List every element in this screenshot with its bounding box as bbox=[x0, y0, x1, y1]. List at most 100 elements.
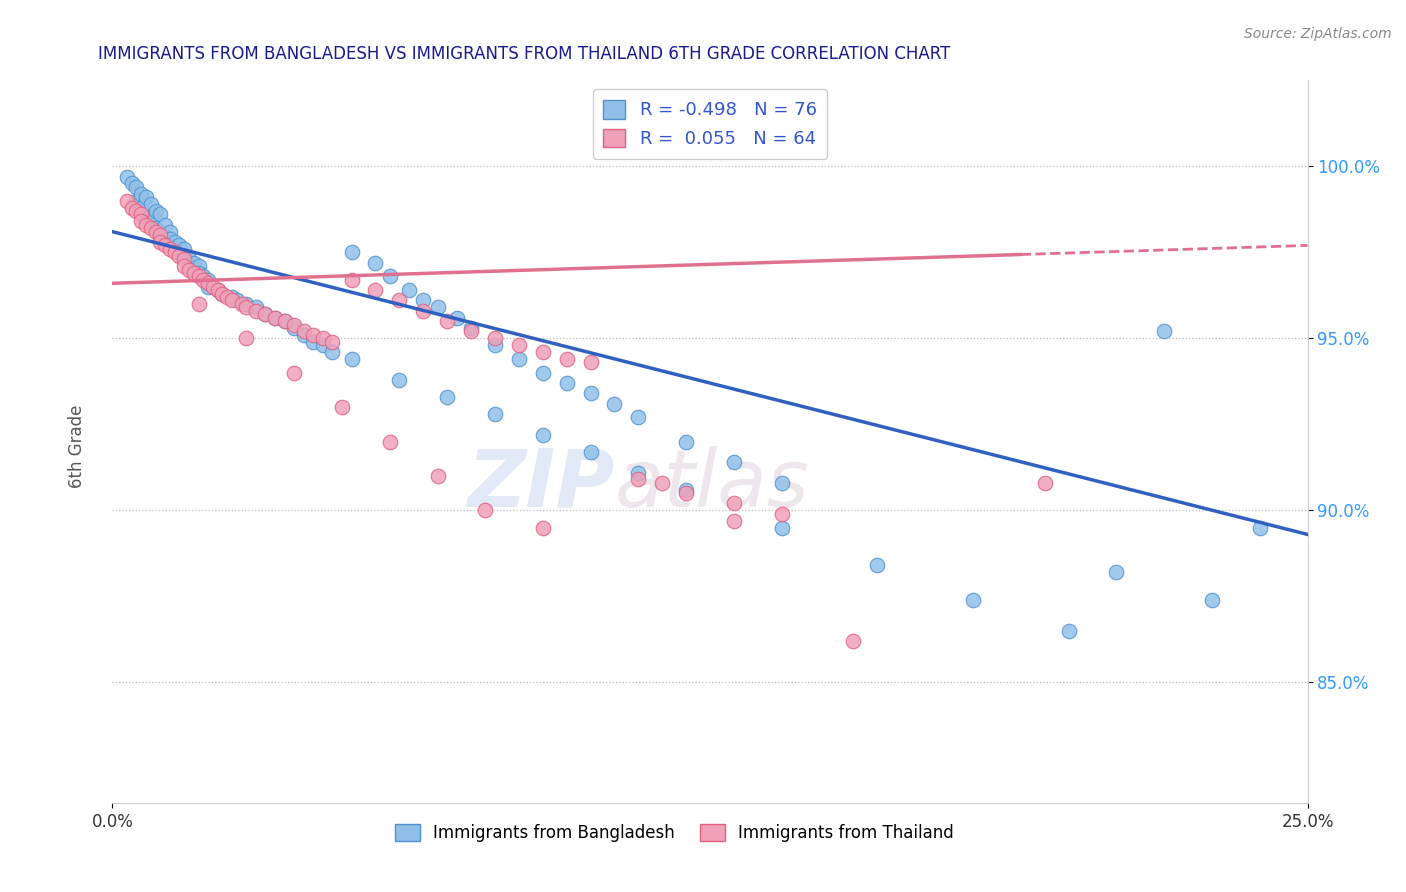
Point bbox=[129, 186, 152, 201]
Point bbox=[302, 334, 325, 349]
Point bbox=[129, 207, 152, 221]
Point bbox=[723, 455, 745, 469]
Point bbox=[770, 475, 793, 490]
Point bbox=[436, 390, 458, 404]
Point bbox=[139, 221, 162, 235]
Point bbox=[125, 180, 148, 194]
Point bbox=[159, 225, 181, 239]
Point bbox=[125, 194, 148, 208]
Point bbox=[235, 297, 257, 311]
Point bbox=[378, 269, 401, 284]
Point bbox=[723, 514, 745, 528]
Point bbox=[149, 228, 172, 243]
Point bbox=[207, 283, 229, 297]
Point bbox=[135, 211, 157, 225]
Point bbox=[173, 249, 195, 263]
Point bbox=[531, 520, 554, 534]
Point bbox=[436, 314, 458, 328]
Point bbox=[675, 486, 697, 500]
Point bbox=[330, 400, 353, 414]
Point bbox=[254, 307, 277, 321]
Point bbox=[121, 177, 143, 191]
Point bbox=[264, 310, 287, 325]
Point bbox=[460, 321, 482, 335]
Point bbox=[312, 331, 335, 345]
Point bbox=[187, 269, 209, 284]
Point bbox=[145, 221, 167, 235]
Point bbox=[723, 496, 745, 510]
Text: IMMIGRANTS FROM BANGLADESH VS IMMIGRANTS FROM THAILAND 6TH GRADE CORRELATION CHA: IMMIGRANTS FROM BANGLADESH VS IMMIGRANTS… bbox=[98, 45, 950, 62]
Point bbox=[426, 469, 449, 483]
Point bbox=[484, 331, 506, 345]
Point bbox=[770, 520, 793, 534]
Point bbox=[426, 301, 449, 315]
Point bbox=[302, 327, 325, 342]
Point bbox=[378, 434, 401, 449]
Point bbox=[842, 634, 865, 648]
Point bbox=[135, 190, 157, 204]
Point bbox=[627, 472, 650, 486]
Point bbox=[283, 318, 305, 332]
Point bbox=[292, 325, 315, 339]
Point bbox=[603, 397, 626, 411]
Point bbox=[962, 592, 984, 607]
Point bbox=[321, 345, 343, 359]
Point bbox=[555, 351, 578, 366]
Point bbox=[197, 273, 219, 287]
Point bbox=[283, 366, 305, 380]
Point bbox=[225, 293, 247, 308]
Point bbox=[627, 410, 650, 425]
Point bbox=[651, 475, 673, 490]
Point bbox=[292, 327, 315, 342]
Point bbox=[1153, 325, 1175, 339]
Point bbox=[579, 445, 602, 459]
Point bbox=[149, 228, 172, 243]
Point bbox=[245, 303, 267, 318]
Point bbox=[139, 197, 162, 211]
Point bbox=[1105, 566, 1128, 580]
Text: atlas: atlas bbox=[614, 446, 810, 524]
Point bbox=[1033, 475, 1056, 490]
Point bbox=[197, 277, 219, 291]
Point bbox=[484, 338, 506, 352]
Point bbox=[159, 242, 181, 256]
Point bbox=[484, 407, 506, 421]
Point bbox=[312, 338, 335, 352]
Point bbox=[675, 483, 697, 497]
Point bbox=[675, 434, 697, 449]
Point bbox=[254, 307, 277, 321]
Point bbox=[273, 314, 295, 328]
Point bbox=[149, 207, 172, 221]
Point bbox=[201, 279, 224, 293]
Point bbox=[579, 386, 602, 401]
Point bbox=[770, 507, 793, 521]
Point bbox=[340, 245, 363, 260]
Legend: Immigrants from Bangladesh, Immigrants from Thailand: Immigrants from Bangladesh, Immigrants f… bbox=[388, 817, 960, 848]
Point bbox=[177, 262, 200, 277]
Point bbox=[129, 214, 152, 228]
Point bbox=[235, 331, 257, 345]
Point bbox=[207, 283, 229, 297]
Point bbox=[388, 293, 411, 308]
Point bbox=[211, 286, 233, 301]
Point bbox=[193, 269, 215, 284]
Point bbox=[235, 301, 257, 315]
Point bbox=[508, 338, 530, 352]
Point bbox=[145, 204, 167, 219]
Point bbox=[283, 321, 305, 335]
Point bbox=[1249, 520, 1271, 534]
Point bbox=[364, 255, 387, 269]
Point bbox=[211, 286, 233, 301]
Point bbox=[1057, 624, 1080, 638]
Point bbox=[129, 201, 152, 215]
Point bbox=[169, 238, 191, 252]
Point bbox=[187, 259, 209, 273]
Point bbox=[555, 376, 578, 390]
Point bbox=[115, 194, 138, 208]
Point bbox=[531, 427, 554, 442]
Point bbox=[125, 204, 148, 219]
Point bbox=[115, 169, 138, 184]
Point bbox=[245, 301, 267, 315]
Point bbox=[531, 366, 554, 380]
Point bbox=[173, 252, 195, 267]
